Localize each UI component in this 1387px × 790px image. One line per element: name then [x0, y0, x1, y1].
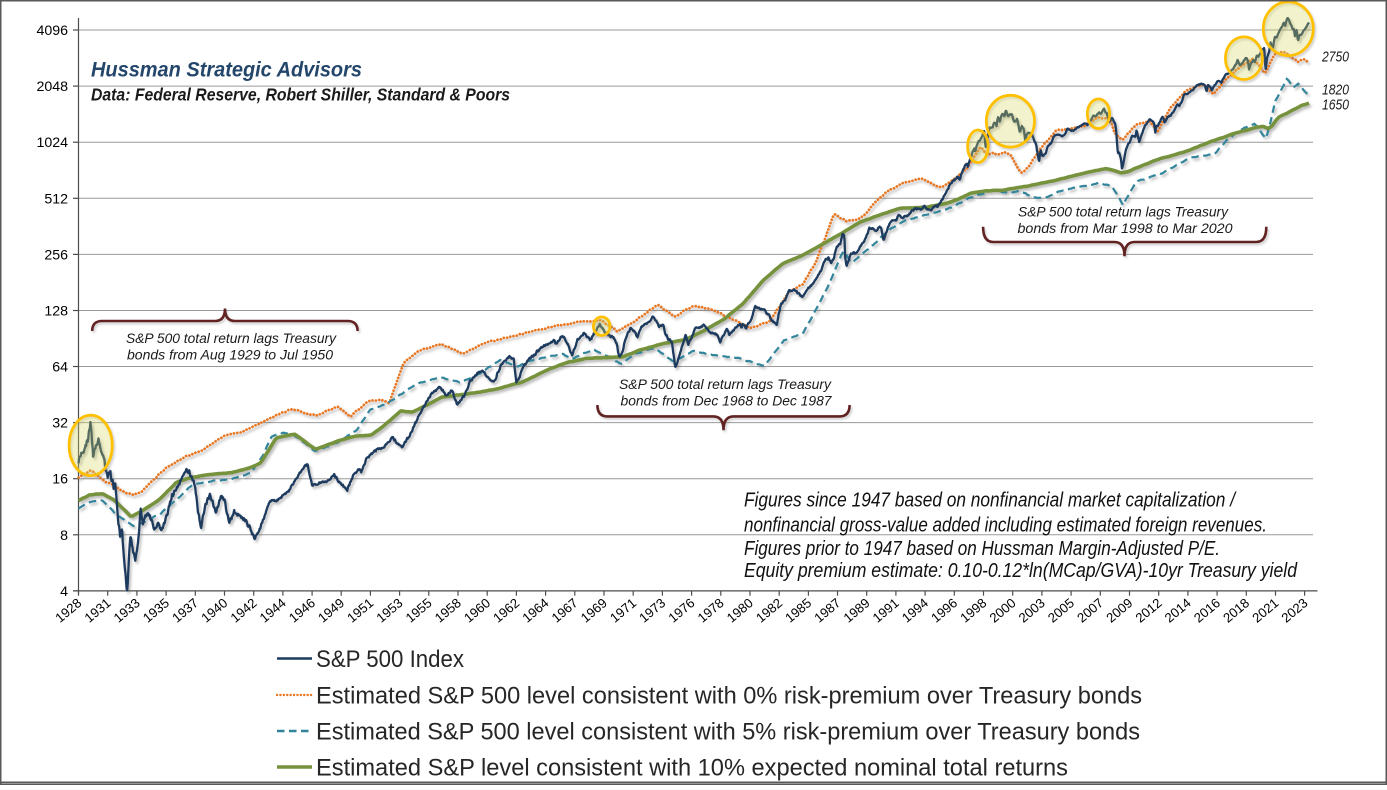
svg-text:S&P 500 total return lags Trea: S&P 500 total return lags Treasury	[126, 331, 337, 347]
svg-text:S&P 500 Index: S&P 500 Index	[316, 646, 464, 673]
svg-text:Figures since 1947 based on no: Figures since 1947 based on nonfinancial…	[744, 490, 1237, 512]
svg-text:8: 8	[60, 528, 68, 544]
svg-text:16: 16	[52, 472, 68, 488]
svg-text:64: 64	[52, 360, 68, 376]
svg-text:1024: 1024	[36, 135, 68, 151]
svg-text:32: 32	[52, 416, 68, 432]
svg-text:Hussman Strategic Advisors: Hussman Strategic Advisors	[91, 58, 362, 82]
svg-text:Figures prior to 1947 based on: Figures prior to 1947 based on Hussman M…	[744, 538, 1220, 560]
svg-text:512: 512	[44, 191, 68, 207]
svg-text:S&P 500 total return lags Trea: S&P 500 total return lags Treasury	[1018, 205, 1229, 221]
svg-text:1650: 1650	[1322, 98, 1349, 114]
svg-text:Equity premium estimate: 0.10-: Equity premium estimate: 0.10-0.12*ln(MC…	[744, 560, 1298, 582]
svg-text:bonds from Aug 1929 to Jul 195: bonds from Aug 1929 to Jul 1950	[127, 348, 333, 364]
svg-text:S&P 500 total return lags Trea: S&P 500 total return lags Treasury	[619, 377, 832, 393]
svg-text:nonfinancial gross-value added: nonfinancial gross-value added including…	[744, 514, 1267, 536]
svg-text:bonds from Mar 1998 to Mar 202: bonds from Mar 1998 to Mar 2020	[1018, 221, 1233, 237]
svg-text:4: 4	[60, 584, 68, 600]
svg-text:bonds from Dec 1968 to Dec 198: bonds from Dec 1968 to Dec 1987	[621, 394, 833, 410]
svg-text:128: 128	[44, 304, 68, 320]
svg-text:4096: 4096	[36, 23, 68, 39]
svg-text:Data: Federal Reserve, Robert: Data: Federal Reserve, Robert Shiller, S…	[91, 85, 510, 105]
svg-text:2048: 2048	[36, 79, 68, 95]
svg-text:Estimated S&P level consistent: Estimated S&P level consistent with 10% …	[316, 755, 1068, 782]
svg-text:1820: 1820	[1322, 83, 1349, 99]
svg-text:2750: 2750	[1321, 50, 1349, 66]
svg-text:Estimated S&P 500 level consis: Estimated S&P 500 level consistent with …	[316, 719, 1140, 746]
svg-text:256: 256	[44, 247, 68, 263]
svg-text:Estimated S&P 500 level consis: Estimated S&P 500 level consistent with …	[316, 683, 1142, 710]
